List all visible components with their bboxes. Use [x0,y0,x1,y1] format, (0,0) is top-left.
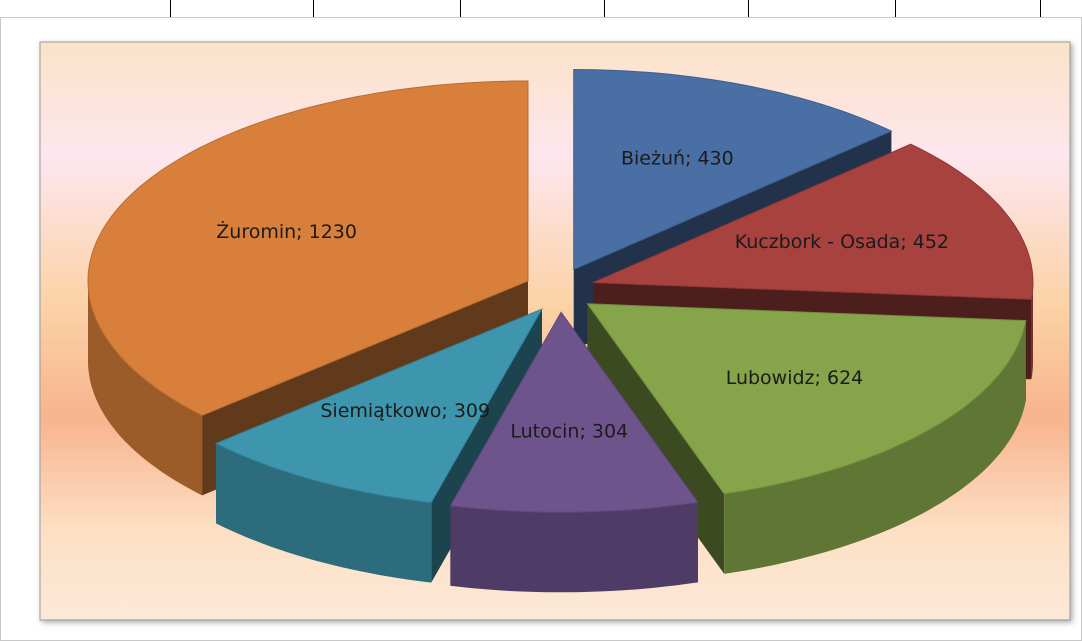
slice [573,68,893,271]
data-label: Lutocin; 304 [510,421,628,443]
data-label: Bieżuń; 430 [621,148,734,170]
labels: Bieżuń; 430 Kuczbork - Osada; 452 Lubowidz… [216,148,949,443]
data-label: Żuromin; 1230 [216,220,357,243]
data-label: Siemiątkowo; 309 [320,400,490,422]
sheet-grid [0,0,1082,18]
slice-rim [88,281,203,496]
slice [592,143,1034,300]
slice-rim [1031,282,1033,380]
data-label: Lubowidz; 624 [726,367,864,389]
slice [449,311,699,513]
slice [87,80,529,416]
slice [586,303,1027,495]
slice [214,308,544,504]
data-label: Kuczbork - Osada; 452 [735,231,949,253]
slice-rim [450,502,698,593]
slice-rim [724,320,1026,574]
slice-rim [216,443,432,583]
pie [87,68,1034,593]
